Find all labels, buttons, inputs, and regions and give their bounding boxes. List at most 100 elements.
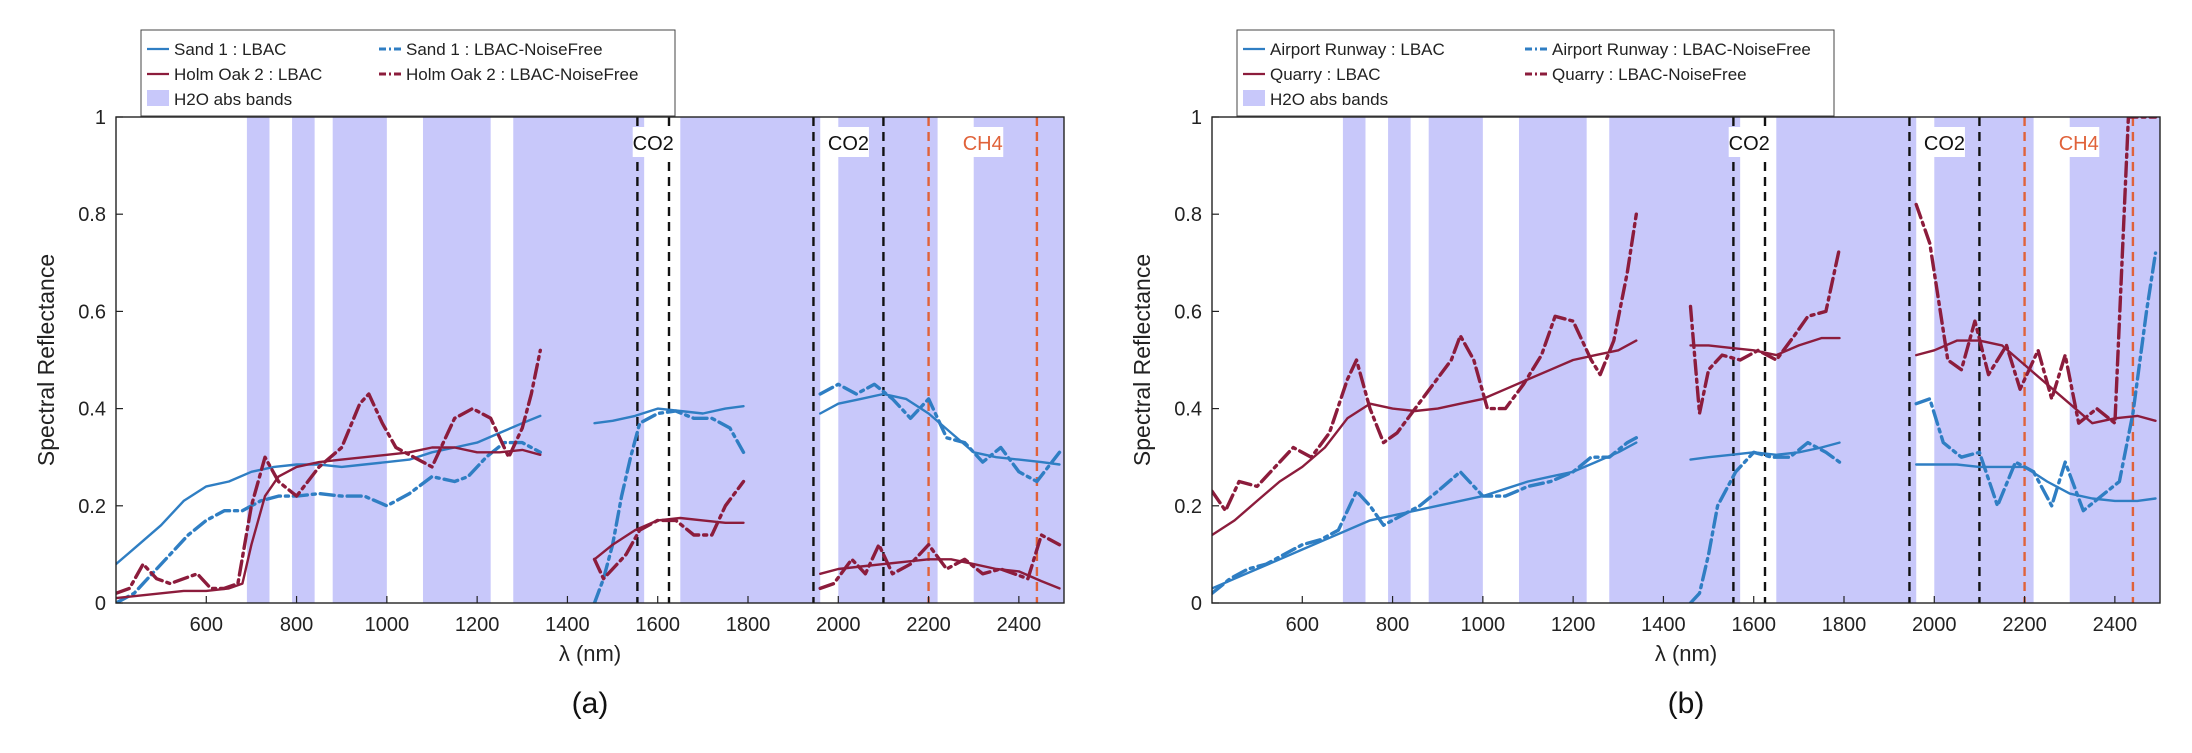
x-tick-label: 800 bbox=[1376, 614, 1409, 636]
series-sand-1-lbac-noisefree bbox=[116, 382, 1062, 603]
gas-label-bg bbox=[2058, 127, 2100, 157]
series-line-segment bbox=[592, 409, 746, 603]
h2o-band bbox=[332, 117, 387, 603]
x-tick-label: 2200 bbox=[906, 614, 951, 636]
plot-frame bbox=[115, 116, 1065, 604]
gas-label-bg bbox=[962, 127, 1004, 157]
h2o-band bbox=[1609, 117, 1741, 603]
h2o-band bbox=[422, 117, 491, 603]
series-group bbox=[1212, 117, 2158, 603]
y-tick-label: 0.8 bbox=[78, 204, 106, 226]
chart-panel-0: CO2 CO2 CH4 600 800 1000 1200 1400 1600 1800 2000 2… bbox=[33, 29, 1065, 720]
legend-entry-label: Airport Runway : LBAC bbox=[1270, 40, 1445, 59]
x-tick-label: 600 bbox=[190, 614, 223, 636]
gas-label: CO2 bbox=[828, 133, 869, 155]
x-tick-label: 1200 bbox=[455, 614, 500, 636]
y-tick-label: 1 bbox=[95, 107, 106, 129]
panel-label: (a) bbox=[572, 687, 609, 720]
legend-entry-label: Holm Oak 2 : LBAC bbox=[174, 65, 322, 84]
x-tick-label: 2000 bbox=[1912, 614, 1957, 636]
gas-label-bg bbox=[827, 127, 869, 157]
y-tick-label: 0.4 bbox=[1174, 399, 1202, 421]
legend-entry-label: Quarry : LBAC-NoiseFree bbox=[1552, 65, 1747, 84]
y-tick-label: 0.2 bbox=[1174, 496, 1202, 518]
y-tick-label: 0.6 bbox=[78, 301, 106, 323]
h2o-band bbox=[2069, 117, 2160, 603]
series-line-segment bbox=[593, 405, 745, 425]
y-tick-label: 1 bbox=[1191, 107, 1202, 129]
x-tick-label: 1600 bbox=[1731, 614, 1776, 636]
gas-label-bg bbox=[632, 127, 674, 157]
legend-entry-label: Sand 1 : LBAC-NoiseFree bbox=[406, 40, 603, 59]
h2o-band bbox=[1342, 117, 1366, 603]
series-line-segment bbox=[818, 382, 1062, 484]
series-line-segment bbox=[116, 348, 542, 595]
series-line-segment bbox=[1212, 339, 1638, 537]
gas-label: CO2 bbox=[1729, 133, 1770, 155]
y-tick-label: 0.8 bbox=[1174, 204, 1202, 226]
h2o-band bbox=[292, 117, 315, 603]
series-line-segment bbox=[116, 414, 542, 566]
series-line-segment bbox=[818, 533, 1062, 591]
x-tick-label: 1800 bbox=[726, 614, 771, 636]
series-airport-runway-lbac-noisefree bbox=[1212, 251, 2158, 603]
legend-entry-label: Holm Oak 2 : LBAC-NoiseFree bbox=[406, 65, 638, 84]
x-tick-label: 1400 bbox=[545, 614, 590, 636]
series-line-segment bbox=[1914, 339, 2157, 425]
y-axis-label: Spectral Reflectance bbox=[33, 254, 59, 466]
y-tick-label: 0 bbox=[95, 593, 106, 615]
h2o-band bbox=[1388, 117, 1411, 603]
x-tick-label: 1400 bbox=[1641, 614, 1686, 636]
series-quarry-lbac-noisefree bbox=[1212, 117, 2158, 513]
legend-entry-label: Sand 1 : LBAC bbox=[174, 40, 286, 59]
x-tick-label: 600 bbox=[1286, 614, 1319, 636]
y-tick-label: 0.4 bbox=[78, 399, 106, 421]
h2o-bands bbox=[246, 117, 1064, 603]
panel-label: (b) bbox=[1668, 687, 1705, 720]
h2o-bands bbox=[1342, 117, 2160, 603]
y-tick-label: 0.2 bbox=[78, 496, 106, 518]
series-line-segment bbox=[1688, 440, 1842, 603]
series-line-segment bbox=[1212, 436, 1639, 595]
gas-label-bg bbox=[1923, 127, 1965, 157]
series-line-segment bbox=[1212, 212, 1639, 513]
x-tick-label: 2000 bbox=[816, 614, 861, 636]
series-line-segment bbox=[592, 479, 746, 581]
series-line-segment bbox=[116, 440, 542, 603]
x-tick-label: 1000 bbox=[1461, 614, 1506, 636]
x-axis-label: λ (nm) bbox=[1655, 641, 1717, 666]
series-line-segment bbox=[1914, 251, 2158, 513]
x-tick-label: 2400 bbox=[997, 614, 1042, 636]
legend-band-swatch bbox=[147, 90, 169, 106]
x-tick-label: 1800 bbox=[1822, 614, 1867, 636]
x-tick-label: 1600 bbox=[635, 614, 680, 636]
x-tick-label: 2200 bbox=[2002, 614, 2047, 636]
legend-band-swatch bbox=[1243, 90, 1265, 106]
x-tick-label: 1200 bbox=[1551, 614, 1596, 636]
gas-label: CO2 bbox=[633, 133, 674, 155]
h2o-band bbox=[680, 117, 821, 603]
series-holm-oak-2-lbac-noisefree bbox=[116, 348, 1062, 595]
y-tick-label: 0.6 bbox=[1174, 301, 1202, 323]
plot-frame bbox=[1211, 116, 2161, 604]
series-line-segment bbox=[116, 446, 542, 600]
legend-box bbox=[140, 29, 676, 117]
legend-entry-label: H2O abs bands bbox=[174, 90, 292, 109]
gas-label: CO2 bbox=[1924, 133, 1965, 155]
x-tick-label: 1000 bbox=[365, 614, 410, 636]
series-line-segment bbox=[1914, 117, 2158, 425]
h2o-band bbox=[246, 117, 270, 603]
y-axis-label: Spectral Reflectance bbox=[1129, 254, 1155, 466]
legend: Sand 1 : LBAC Sand 1 : LBAC-NoiseFree Holm… bbox=[140, 29, 676, 117]
legend-entry-label: Airport Runway : LBAC-NoiseFree bbox=[1552, 40, 1811, 59]
y-tick-label: 0 bbox=[1191, 593, 1202, 615]
x-axis-label: λ (nm) bbox=[559, 641, 621, 666]
h2o-band bbox=[1776, 117, 1917, 603]
legend-entry-label: H2O abs bands bbox=[1270, 90, 1388, 109]
h2o-band bbox=[973, 117, 1064, 603]
gas-label: CH4 bbox=[963, 133, 1003, 155]
h2o-band bbox=[513, 117, 645, 603]
x-tick-label: 2400 bbox=[2093, 614, 2138, 636]
